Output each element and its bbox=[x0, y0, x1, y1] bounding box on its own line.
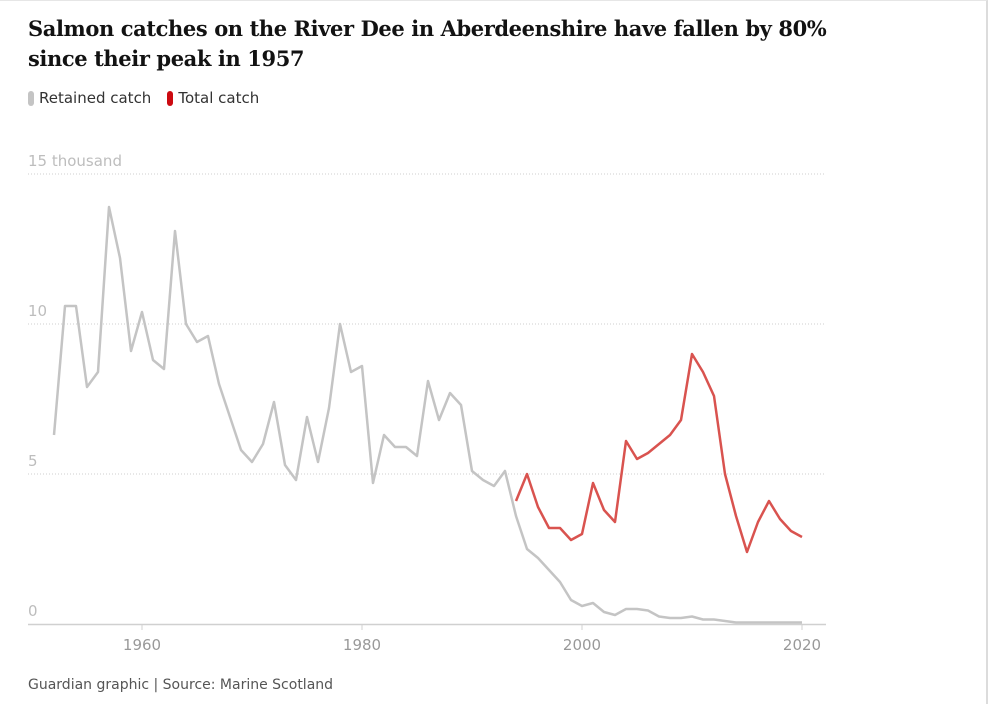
series-line-retained-catch bbox=[52, 205, 802, 624]
footer-source: Guardian graphic | Source: Marine Scotla… bbox=[28, 677, 334, 693]
y-tick-label: 5 bbox=[28, 452, 38, 470]
legend-item-retained: Retained catch bbox=[28, 89, 151, 107]
legend-swatch bbox=[28, 90, 34, 106]
x-tick-label: 2020 bbox=[783, 636, 821, 654]
legend: Retained catch Total catch bbox=[28, 89, 259, 107]
chart-title: Salmon catches on the River Dee in Aberd… bbox=[28, 16, 827, 71]
x-tick-label: 2000 bbox=[563, 636, 601, 654]
x-tick-label: 1960 bbox=[123, 636, 161, 654]
y-tick-label: 0 bbox=[28, 602, 38, 620]
series-line-total-catch bbox=[514, 352, 803, 554]
legend-item-total: Total catch bbox=[167, 89, 259, 107]
x-tick-label: 1980 bbox=[343, 636, 381, 654]
y-tick-label: 15 thousand bbox=[28, 152, 122, 170]
legend-label: Total catch bbox=[178, 89, 260, 107]
legend-swatch bbox=[167, 90, 174, 106]
legend-label: Retained catch bbox=[39, 89, 152, 107]
y-tick-label: 10 bbox=[28, 302, 47, 320]
